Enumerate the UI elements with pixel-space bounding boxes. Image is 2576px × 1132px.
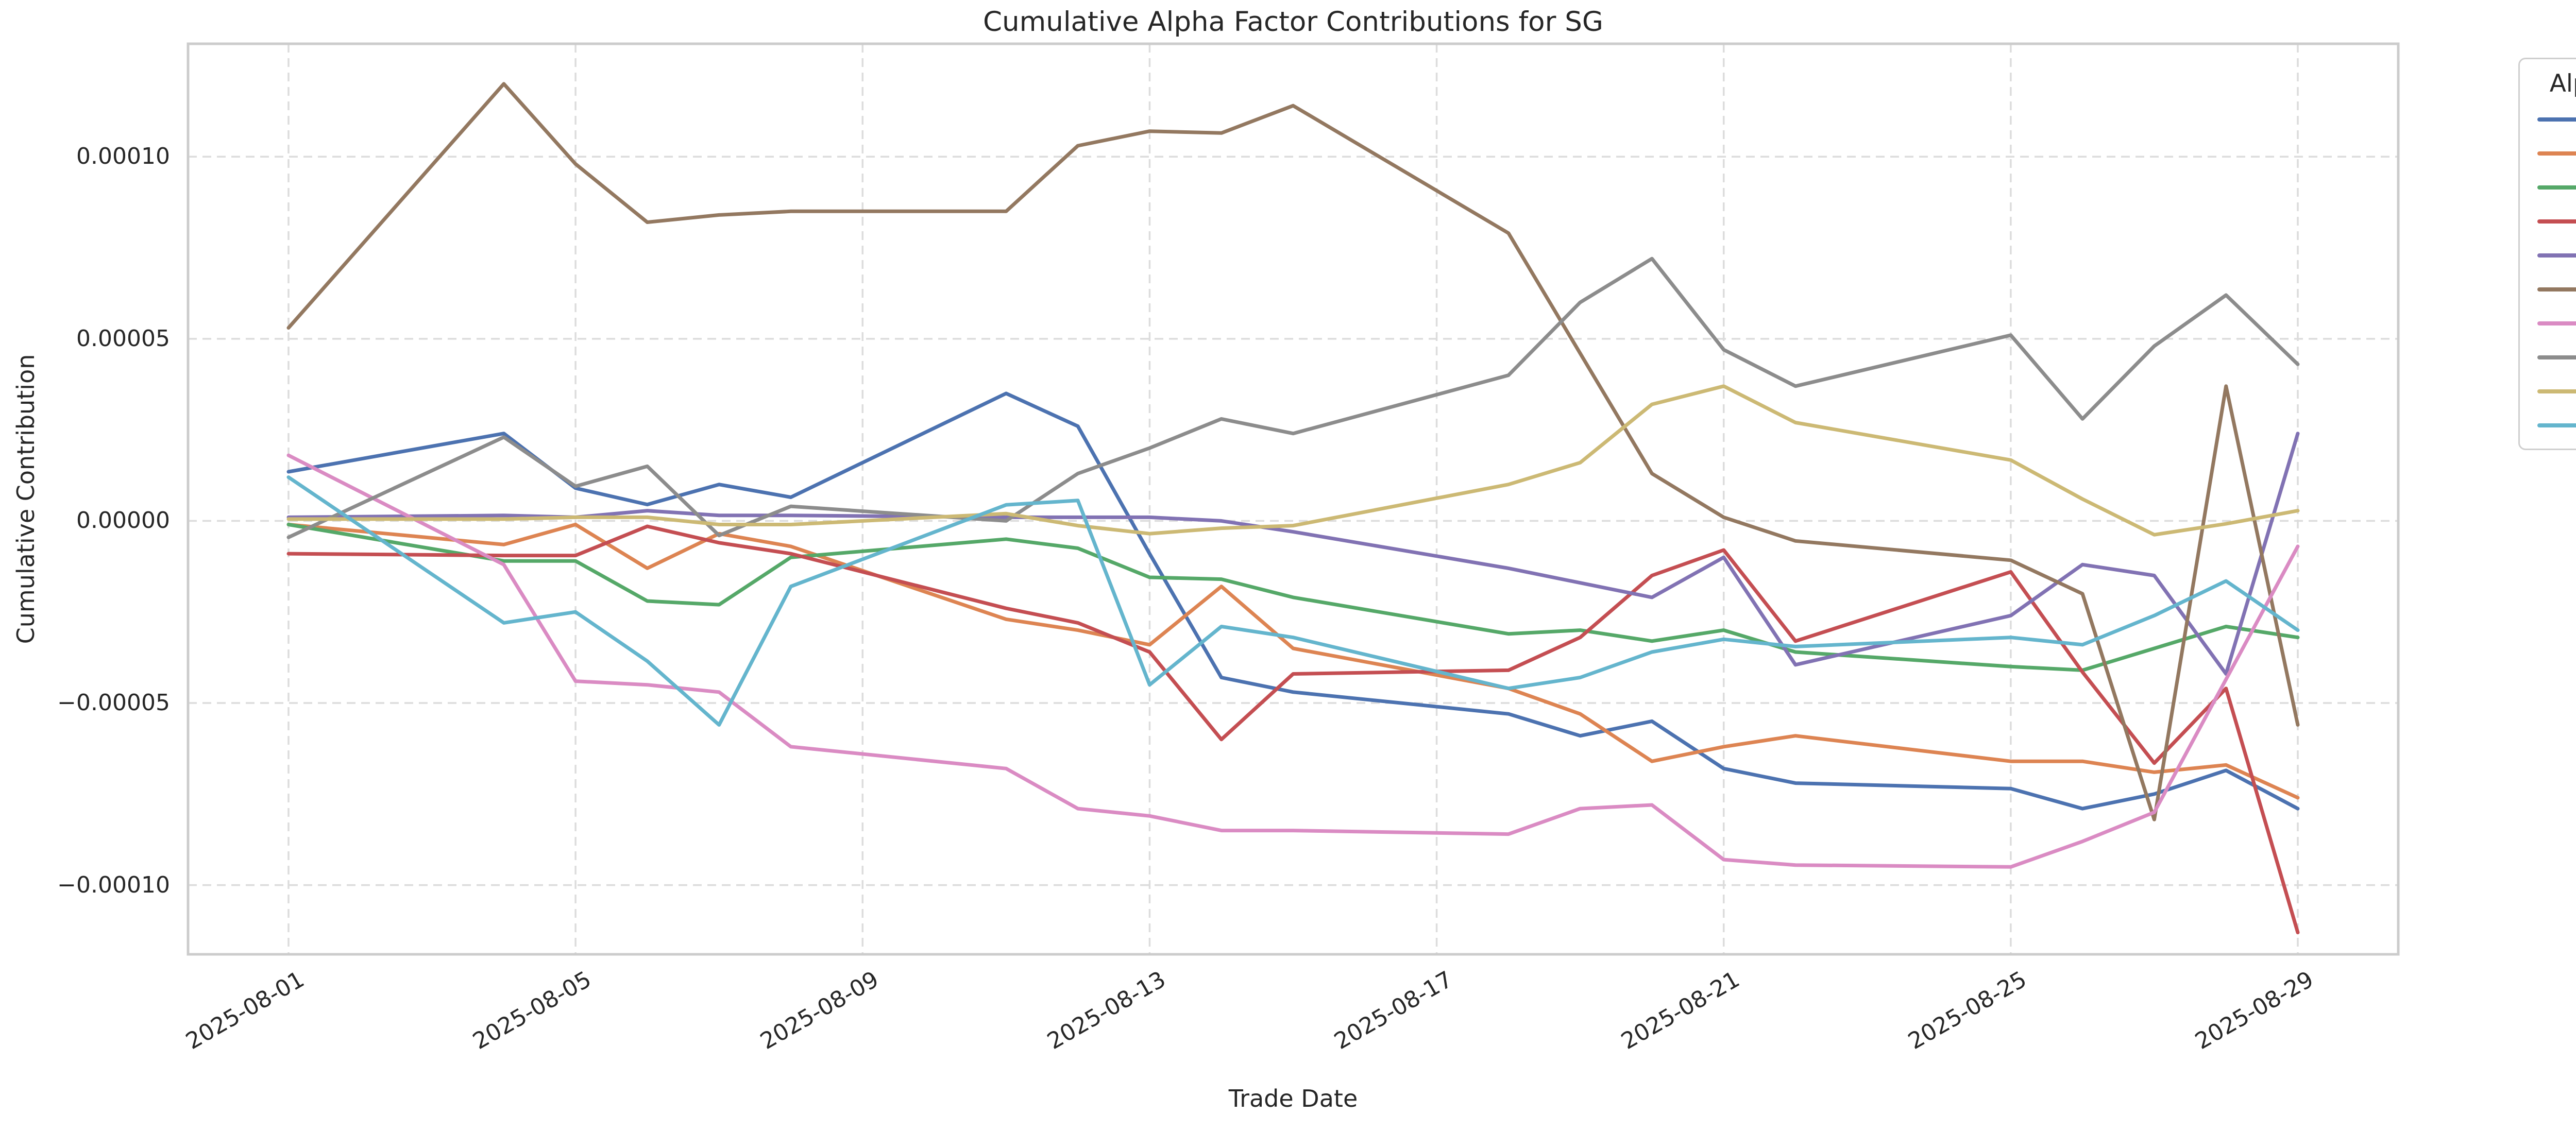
x-axis-label: Trade Date [1228, 1085, 1358, 1112]
legend-item-value_liq: value_liq [2520, 408, 2576, 442]
legend-item-value_gc: value_gc [2520, 374, 2576, 408]
legend-item-revision: revision [2520, 306, 2576, 340]
series-line-momentum [286, 523, 2300, 672]
series-line-fmom [286, 391, 2300, 811]
y-tick-label: 0.00010 [76, 143, 170, 170]
legend-line-swatch [2537, 253, 2576, 258]
y-tick-label: −0.00010 [57, 871, 170, 898]
legend-item-linkage: linkage [2520, 136, 2576, 170]
series-line-stability [286, 256, 2300, 539]
legend-line-swatch [2537, 423, 2576, 427]
y-axis-label: Cumulative Contribution [12, 354, 40, 644]
legend-line-swatch [2537, 355, 2576, 359]
axes-spines [187, 42, 2400, 956]
y-tick-label: 0.00005 [76, 325, 170, 352]
series-line-neglect [286, 524, 2300, 935]
legend-items: fmomlinkagemomentumneglectqualityreversa… [2520, 102, 2576, 442]
legend-line-swatch [2537, 287, 2576, 291]
legend-line-swatch [2537, 389, 2576, 393]
legend-item-neglect: neglect [2520, 204, 2576, 238]
chart-title: Cumulative Alpha Factor Contributions fo… [983, 6, 1603, 38]
legend-item-stability: stability [2520, 340, 2576, 374]
series-line-revision [286, 453, 2300, 869]
series-line-value_gc [286, 384, 2300, 537]
legend-item-fmom: fmom [2520, 102, 2576, 136]
legend-line-swatch [2537, 151, 2576, 156]
legend: Alpha Factor fmomlinkagemomentumneglectq… [2518, 58, 2576, 450]
y-tick-label: −0.00005 [57, 690, 170, 716]
series-line-reversal [286, 82, 2300, 821]
series-line-linkage [286, 523, 2300, 800]
legend-item-momentum: momentum [2520, 170, 2576, 204]
legend-item-quality: quality [2520, 238, 2576, 272]
series-line-value_liq [286, 475, 2300, 727]
legend-item-reversal: reversal [2520, 272, 2576, 306]
legend-line-swatch [2537, 219, 2576, 224]
legend-line-swatch [2537, 321, 2576, 325]
legend-line-swatch [2537, 117, 2576, 122]
legend-line-swatch [2537, 185, 2576, 190]
legend-title: Alpha Factor [2549, 70, 2576, 98]
y-tick-label: 0.00000 [76, 507, 170, 534]
